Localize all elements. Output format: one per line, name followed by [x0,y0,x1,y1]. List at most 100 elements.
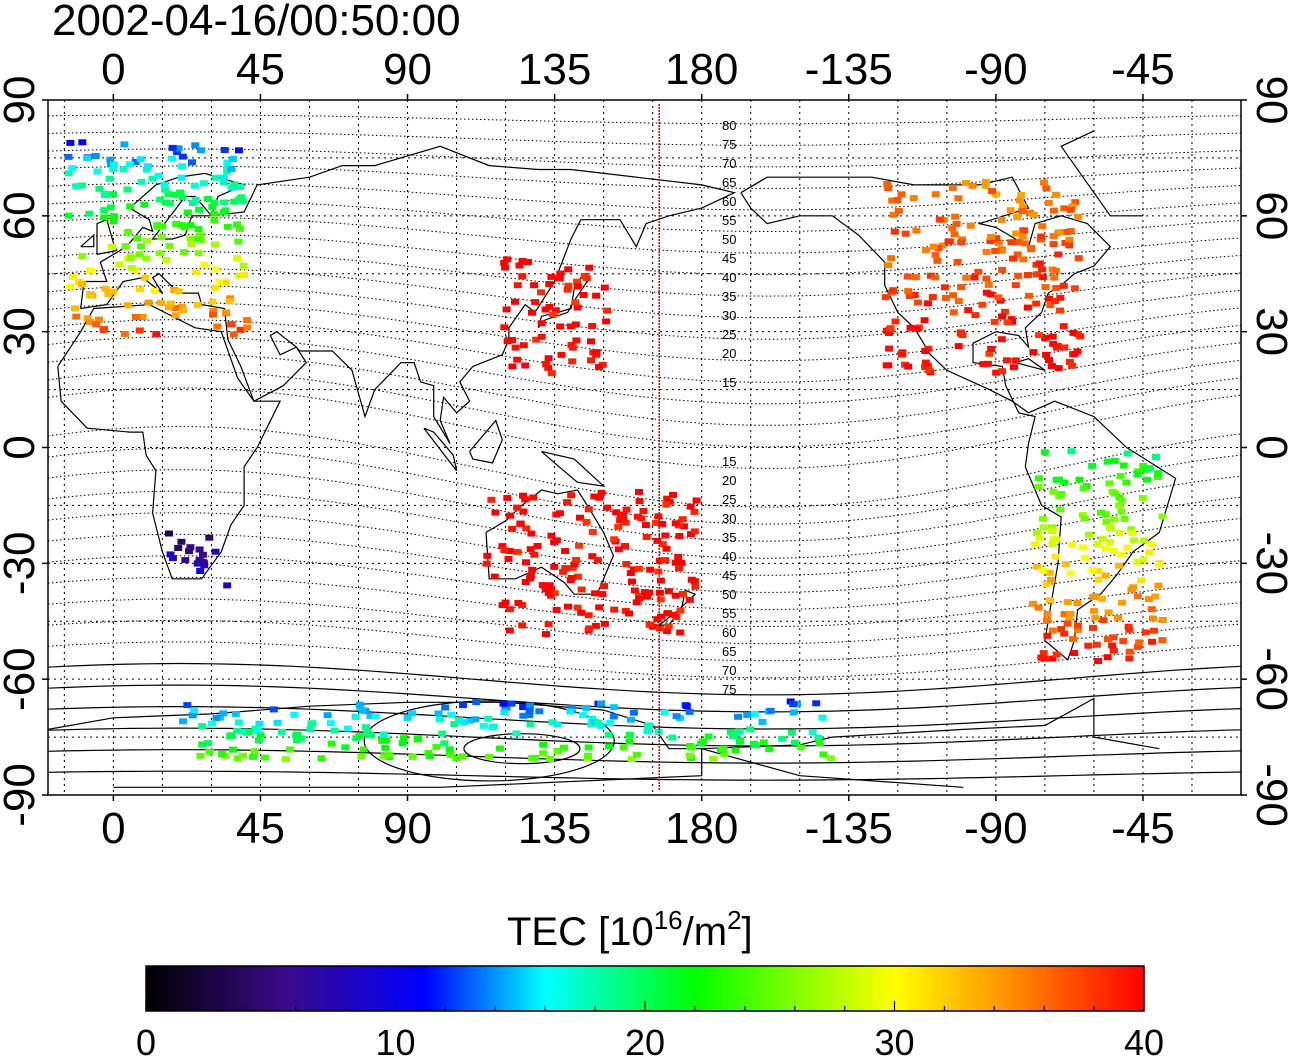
tec-cell [1014,272,1023,279]
tec-cell [1073,626,1082,633]
tec-cell [228,156,237,162]
tec-cell [992,191,1001,198]
tec-cell [1079,544,1087,551]
tec-cell [1089,594,1098,601]
tec-cell [1115,494,1124,501]
tec-cell [672,713,681,720]
tec-cell [815,740,824,746]
lon-tick-label-bottom: 180 [665,804,738,853]
tec-cell [1074,213,1083,220]
tec-cell [921,359,930,366]
tec-cell [573,283,582,290]
tec-cell [966,222,975,229]
tec-cell [154,172,163,179]
tec-cell [1050,298,1059,304]
tec-cell [505,627,514,634]
tec-cell [179,307,188,314]
tec-cell [195,206,203,213]
tec-cell [658,521,667,527]
tec-cell [1057,491,1066,497]
mlat-contour [48,148,1241,168]
tec-cell [408,710,417,717]
tec-cell [1057,626,1066,633]
tec-cell [1099,617,1108,624]
tec-cell [357,753,366,760]
tec-cell [273,719,282,726]
mlat-contour [48,250,1241,297]
tec-cell [434,710,443,717]
tec-cell [610,536,619,543]
tec-cell [950,231,959,238]
tec-cell [249,753,258,760]
tec-cell [172,220,181,227]
tec-cell [1029,600,1037,607]
tec-cell [1147,541,1156,548]
tec-cell [521,496,530,503]
mlat-label: 15 [722,375,736,390]
tec-cell [951,213,960,220]
tec-cell [358,707,367,714]
tec-cell [921,247,930,254]
mlat-contour [48,662,1241,696]
tec-cell [198,551,207,558]
tec-cell [971,312,980,319]
tec-cell [528,566,537,573]
tec-cell [297,735,306,742]
tec-cell [135,286,144,293]
tec-cell [1111,490,1120,497]
tec-cell [553,748,562,755]
tec-cell [964,307,973,314]
tec-cell [590,493,599,500]
coastline-path [1013,358,1046,371]
coastline-path [57,303,282,580]
tec-cell [343,725,352,732]
tec-cell [290,711,299,718]
tec-cell [1139,463,1148,469]
tec-cell [185,548,193,555]
magnetic-latitude-labels: 80 75 70 65 60 55 50 45 40 35 30 25 20 15 15 20 25 30 35 40… [722,118,736,697]
tec-cell [293,731,302,738]
mlat-contour [48,165,1241,189]
tec-cell [101,285,110,292]
mlat-label: 55 [722,606,736,621]
tec-cell [399,735,408,742]
tec-cell [996,297,1005,304]
tec-cell [513,504,522,511]
tec-cell [317,755,326,762]
tec-cell [670,611,679,618]
tec-cell [690,528,699,535]
tec-cell [174,288,183,295]
tec-cell [991,247,1000,254]
tec-cell [592,292,601,299]
tec-cell [525,712,534,719]
tec-cell [1048,627,1057,634]
tec-cell [526,572,535,579]
tec-cell [606,720,615,726]
tec-cell [341,744,350,751]
tec-cell [515,262,524,269]
tec-cell [584,744,593,751]
tec-cell [142,255,151,262]
tec-cell [766,707,775,714]
tec-cell [482,560,491,567]
lat-tick-label-left: -60 [0,647,44,711]
tec-cell [557,351,566,358]
tec-cell [366,712,375,719]
tec-cell [526,546,535,553]
tec-cell [1056,506,1065,513]
tec-cell [1041,335,1050,342]
tec-cell [1068,362,1077,369]
tec-cell [1024,272,1032,278]
tec-cell [676,629,685,636]
tec-cell [527,530,536,537]
lon-tick-label-bottom: -90 [964,804,1028,853]
tec-cell [1052,284,1061,291]
tec-cell [500,547,509,554]
tec-cell [808,729,817,735]
tec-cell [243,324,252,331]
tec-cell [948,225,957,232]
tec-cell [1062,561,1070,568]
tec-cell [199,560,208,567]
tec-cell [990,318,999,325]
tec-cell [179,718,187,725]
